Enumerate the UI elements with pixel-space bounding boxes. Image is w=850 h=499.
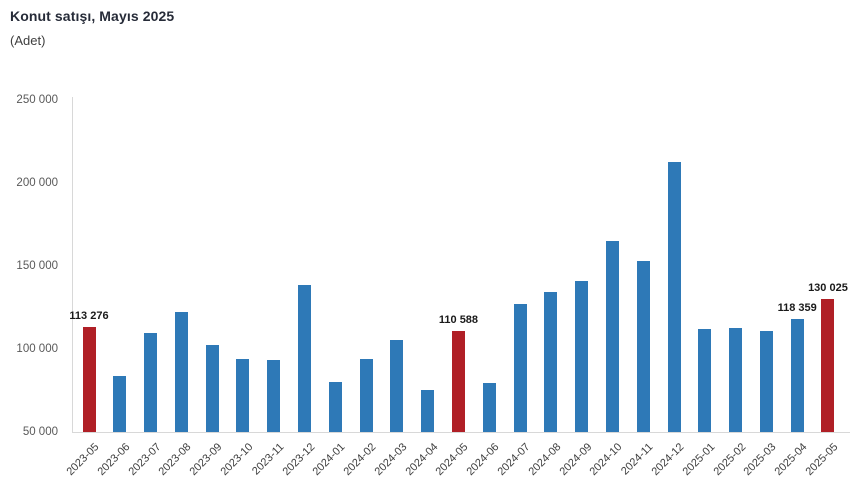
bar-2024-04	[421, 389, 435, 432]
bar-2025-02	[729, 327, 743, 432]
bar-2024-10	[605, 240, 619, 432]
y-axis-tick-label: 200 000	[16, 177, 58, 189]
x-axis-line	[72, 432, 850, 433]
bar-value-label: 130 025	[808, 282, 848, 295]
bar-2024-07	[513, 304, 527, 432]
bar-2025-05	[821, 299, 835, 432]
bar-2025-01	[698, 328, 712, 432]
bar-value-label: 113 276	[69, 309, 109, 322]
bar-2025-04	[790, 318, 804, 432]
bar-2024-09	[575, 281, 589, 432]
y-axis-tick-label: 50 000	[22, 426, 58, 438]
bar-2024-08	[544, 292, 558, 432]
y-axis-line	[72, 97, 73, 433]
bar-2024-01	[328, 381, 342, 432]
bar-2023-09	[205, 344, 219, 432]
y-axis-tick-label: 100 000	[16, 343, 58, 355]
bar-2023-12	[298, 284, 312, 432]
bar-2023-05	[82, 326, 96, 432]
bar-2023-11	[267, 359, 281, 432]
bar-2024-05	[451, 331, 465, 432]
bar-2024-12	[667, 162, 681, 432]
chart-subtitle: (Adet)	[10, 33, 46, 48]
y-axis-tick-label: 150 000	[16, 260, 58, 272]
bar-2024-06	[482, 383, 496, 432]
bar-2025-03	[759, 331, 773, 432]
y-axis-tick-label: 250 000	[16, 94, 58, 106]
bar-value-label: 118 359	[777, 301, 817, 314]
bar-value-label: 110 588	[438, 314, 479, 327]
bar-2023-06	[113, 376, 127, 432]
chart-title: Konut satışı, Mayıs 2025	[10, 8, 175, 24]
bar-2024-02	[359, 359, 373, 432]
bar-2023-08	[174, 312, 188, 432]
bar-2023-07	[144, 333, 158, 432]
bar-2024-03	[390, 339, 404, 432]
bar-2024-11	[636, 260, 650, 432]
bar-2023-10	[236, 359, 250, 432]
